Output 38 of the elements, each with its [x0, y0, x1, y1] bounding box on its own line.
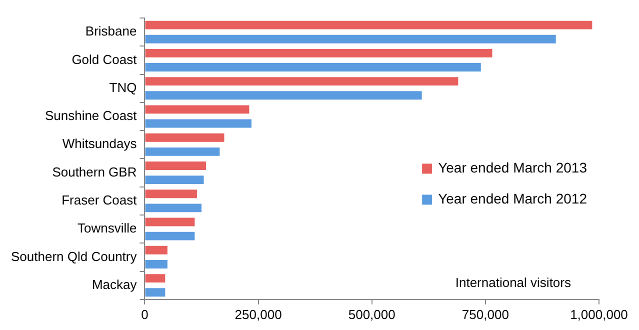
bar — [145, 34, 556, 44]
y-tick-label: Townsville — [77, 220, 137, 236]
bar — [145, 274, 166, 283]
bar — [145, 288, 166, 297]
bar — [145, 246, 168, 254]
y-tick-label: Brisbane — [85, 24, 137, 39]
bar — [145, 91, 422, 100]
y-tick-label: Gold Coast — [72, 52, 138, 67]
bar — [145, 218, 195, 226]
x-tick-label: 750,000 — [462, 306, 509, 322]
legend-label: Year ended March 2012 — [438, 190, 588, 207]
bar — [145, 105, 250, 114]
bar — [145, 162, 206, 170]
x-tick-label: 0 — [141, 306, 148, 322]
x-tick-label: 500,000 — [348, 306, 396, 322]
annotation: International visitors — [455, 274, 572, 290]
bar — [145, 63, 481, 72]
bar — [145, 204, 202, 212]
bar — [145, 133, 224, 142]
bar — [145, 20, 592, 30]
bar — [145, 190, 197, 198]
y-tick-label: TNQ — [109, 80, 137, 95]
y-tick-label: Sunshine Coast — [44, 108, 138, 124]
bar — [145, 119, 252, 128]
y-tick-label: Fraser Coast — [62, 192, 138, 208]
bar — [145, 147, 220, 156]
y-tick-label: Southern GBR — [52, 164, 137, 180]
x-tick-label: 250,000 — [234, 306, 282, 322]
y-tick-label: Southern Qld Country — [11, 248, 138, 264]
bar — [145, 232, 195, 240]
y-tick-label: Whitsundays — [62, 136, 138, 152]
bar — [145, 77, 458, 86]
y-tick-label: Mackay — [92, 276, 138, 292]
x-tick-label: 1,000,000 — [570, 306, 628, 322]
bar — [145, 176, 204, 184]
bar — [145, 48, 492, 58]
bar — [145, 260, 168, 268]
legend-label: Year ended March 2013 — [438, 160, 588, 176]
